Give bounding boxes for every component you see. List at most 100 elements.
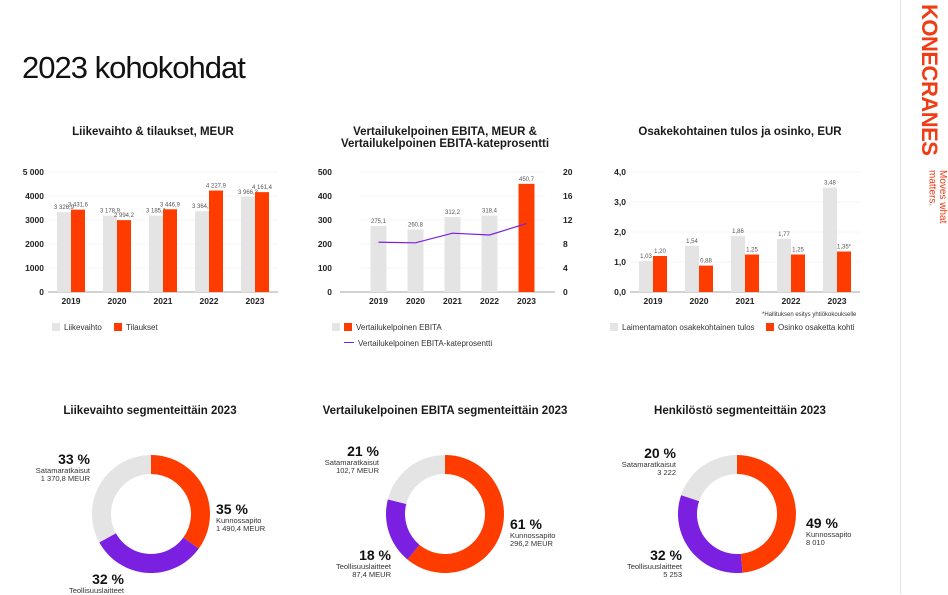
y-tick-label: 300	[318, 215, 332, 225]
y2-tick-label: 4	[563, 263, 568, 273]
legend-label: Vertailukelpoinen EBITA	[356, 323, 442, 332]
ebita-bar	[518, 183, 535, 292]
y-tick-label: 500	[318, 167, 332, 177]
data-label: 3 966,3	[238, 190, 259, 196]
donut-slice-satamaratkaisut	[92, 455, 151, 543]
data-label: 260,8	[408, 222, 424, 228]
segment-label-port: 20 % Satamaratkaisut 3 222	[622, 446, 676, 476]
eps-dividend-chart: Osakekohtainen tulos ja osinko, EUR 0,0 1…	[600, 120, 880, 350]
segment-name: Satamaratkaisut	[621, 459, 676, 469]
y-tick-label: 200	[318, 239, 332, 249]
x-tick-label: 2021	[154, 296, 173, 306]
bar-series-2	[117, 220, 131, 292]
y-tick-label: 1000	[25, 263, 44, 273]
segment-label-industrial: 18 % Teollisuuslaitteet 87,4 MEUR	[336, 548, 391, 578]
data-label: 1,54	[686, 239, 698, 245]
ebita-bar	[370, 225, 387, 292]
bar-series-1	[685, 245, 699, 292]
data-label: 450,7	[519, 177, 535, 183]
bar-series-1	[149, 215, 163, 292]
tagline-line-1: Moves what	[937, 170, 948, 224]
segment-percent: 20 %	[644, 445, 676, 461]
x-tick-label: 2021	[736, 296, 755, 306]
segment-name: Teollisuuslaitteet	[626, 561, 682, 571]
segment-name: Teollisuuslaitteet	[335, 561, 391, 571]
data-label: 3 178,9	[100, 209, 121, 215]
donut-slice-satamaratkaisut	[681, 455, 737, 502]
x-tick-label: 2019	[369, 296, 388, 306]
donut-plot	[678, 455, 796, 573]
segment-value: 102,7 MEUR	[336, 465, 379, 475]
x-tick-label: 2023	[517, 296, 536, 306]
data-label: 1,25	[746, 248, 758, 254]
bar-series-1	[731, 236, 745, 292]
legend-swatch	[766, 323, 774, 331]
y2-tick-label: 8	[563, 239, 568, 249]
data-label: 3 431,6	[68, 203, 89, 209]
bar-series-2	[745, 254, 759, 292]
segment-label-service: 35 % Kunnossapito 1 490,4 MEUR	[216, 502, 265, 532]
page-title: 2023 kohokohdat	[22, 50, 246, 85]
segment-value: 3 222	[657, 467, 676, 477]
legend-label: Vertailukelpoinen EBITA-kateprosentti	[358, 339, 493, 348]
segment-value: 1 490,4 MEUR	[216, 523, 266, 533]
y-tick-label: 4000	[25, 191, 44, 201]
y-tick-label: 2000	[25, 239, 44, 249]
segment-label-service: 61 % Kunnossapito 296,2 MEUR	[510, 517, 555, 547]
chart-title: Henkilöstö segmenteittäin 2023	[654, 405, 826, 417]
x-tick-label: 2019	[62, 296, 81, 306]
y2-tick-label: 12	[563, 215, 573, 225]
data-label: 3 446,9	[160, 202, 181, 208]
donut-plot	[92, 455, 210, 573]
x-tick-label: 2020	[690, 296, 709, 306]
data-label: 3 326,9	[54, 205, 75, 211]
legend-swatch	[52, 323, 60, 331]
data-label: 1,86	[732, 229, 744, 235]
bar-series-1	[639, 261, 653, 292]
segment-label-industrial: 32 % Teollisuuslaitteet	[69, 572, 124, 595]
data-label: 3 364,8	[192, 204, 213, 210]
x-tick-label: 2020	[108, 296, 127, 306]
segment-name: Teollisuuslaitteet	[68, 585, 124, 595]
ebita-segment-donut: Vertailukelpoinen EBITA segmenteittäin 2…	[295, 400, 595, 594]
chart-title: Liikevaihto segmenteittäin 2023	[63, 405, 237, 417]
segment-label-industrial: 32 % Teollisuuslaitteet 5 253	[627, 548, 682, 578]
data-label: 4 227,9	[206, 184, 227, 190]
y-tick-label: 1,0	[614, 257, 626, 267]
data-label: 2 994,2	[114, 213, 135, 219]
chart-title: Vertailukelpoinen EBITA segmenteittäin 2…	[322, 405, 568, 417]
legend-swatch	[344, 323, 352, 331]
x-tick-label: 2022	[200, 296, 219, 306]
segment-label-service: 49 % Kunnossapito 8 010	[806, 516, 851, 546]
donut-slice-teollisuuslaitteet	[678, 495, 743, 573]
bar-series-1	[823, 187, 837, 292]
revenue-orders-chart: Liikevaihto & tilaukset, MEUR 0 1000 2000 3…	[18, 120, 288, 350]
data-label: 275,1	[371, 219, 387, 225]
x-tick-label: 2022	[782, 296, 801, 306]
brand-divider	[900, 0, 901, 594]
segment-name: Satamaratkaisut	[324, 457, 379, 467]
y-tick-label: 3,0	[614, 197, 626, 207]
y-tick-label: 0	[327, 287, 332, 297]
donut-slice-kunnossapito	[737, 455, 796, 573]
segment-label-port: 21 % Satamaratkaisut 102,7 MEUR	[325, 444, 379, 474]
y-tick-label: 5 000	[23, 167, 45, 177]
data-label: 1,35*	[837, 245, 852, 251]
y2-tick-label: 20	[563, 167, 573, 177]
bar-series-2	[837, 251, 851, 292]
y-tick-label: 3000	[25, 215, 44, 225]
legend-swatch	[344, 342, 354, 343]
segment-value: 8 010	[806, 537, 825, 547]
ebita-bar	[444, 217, 461, 292]
donut-slice-teollisuuslaitteet	[99, 533, 199, 573]
x-tick-label: 2023	[246, 296, 265, 306]
legend-item-dividend: Osinko osaketta kohti	[766, 323, 854, 332]
y2-tick-label: 0	[563, 287, 568, 297]
eps-dividend-plot: 0,0 1,0 2,0 3,0 4,0 2019 1,031,20 2020 1,54 0,88 2…	[614, 167, 860, 306]
brand-logo: KONECRANES	[917, 4, 942, 156]
bar-series-1	[103, 215, 117, 292]
data-label: 312,2	[445, 210, 461, 216]
bar-series-2	[163, 209, 177, 292]
ebita-plot: 0 100 200 300 400 500 0 4 8 12 16 20 2019 275,1 2020 26…	[318, 167, 573, 306]
segment-name: Kunnossapito	[510, 530, 556, 540]
